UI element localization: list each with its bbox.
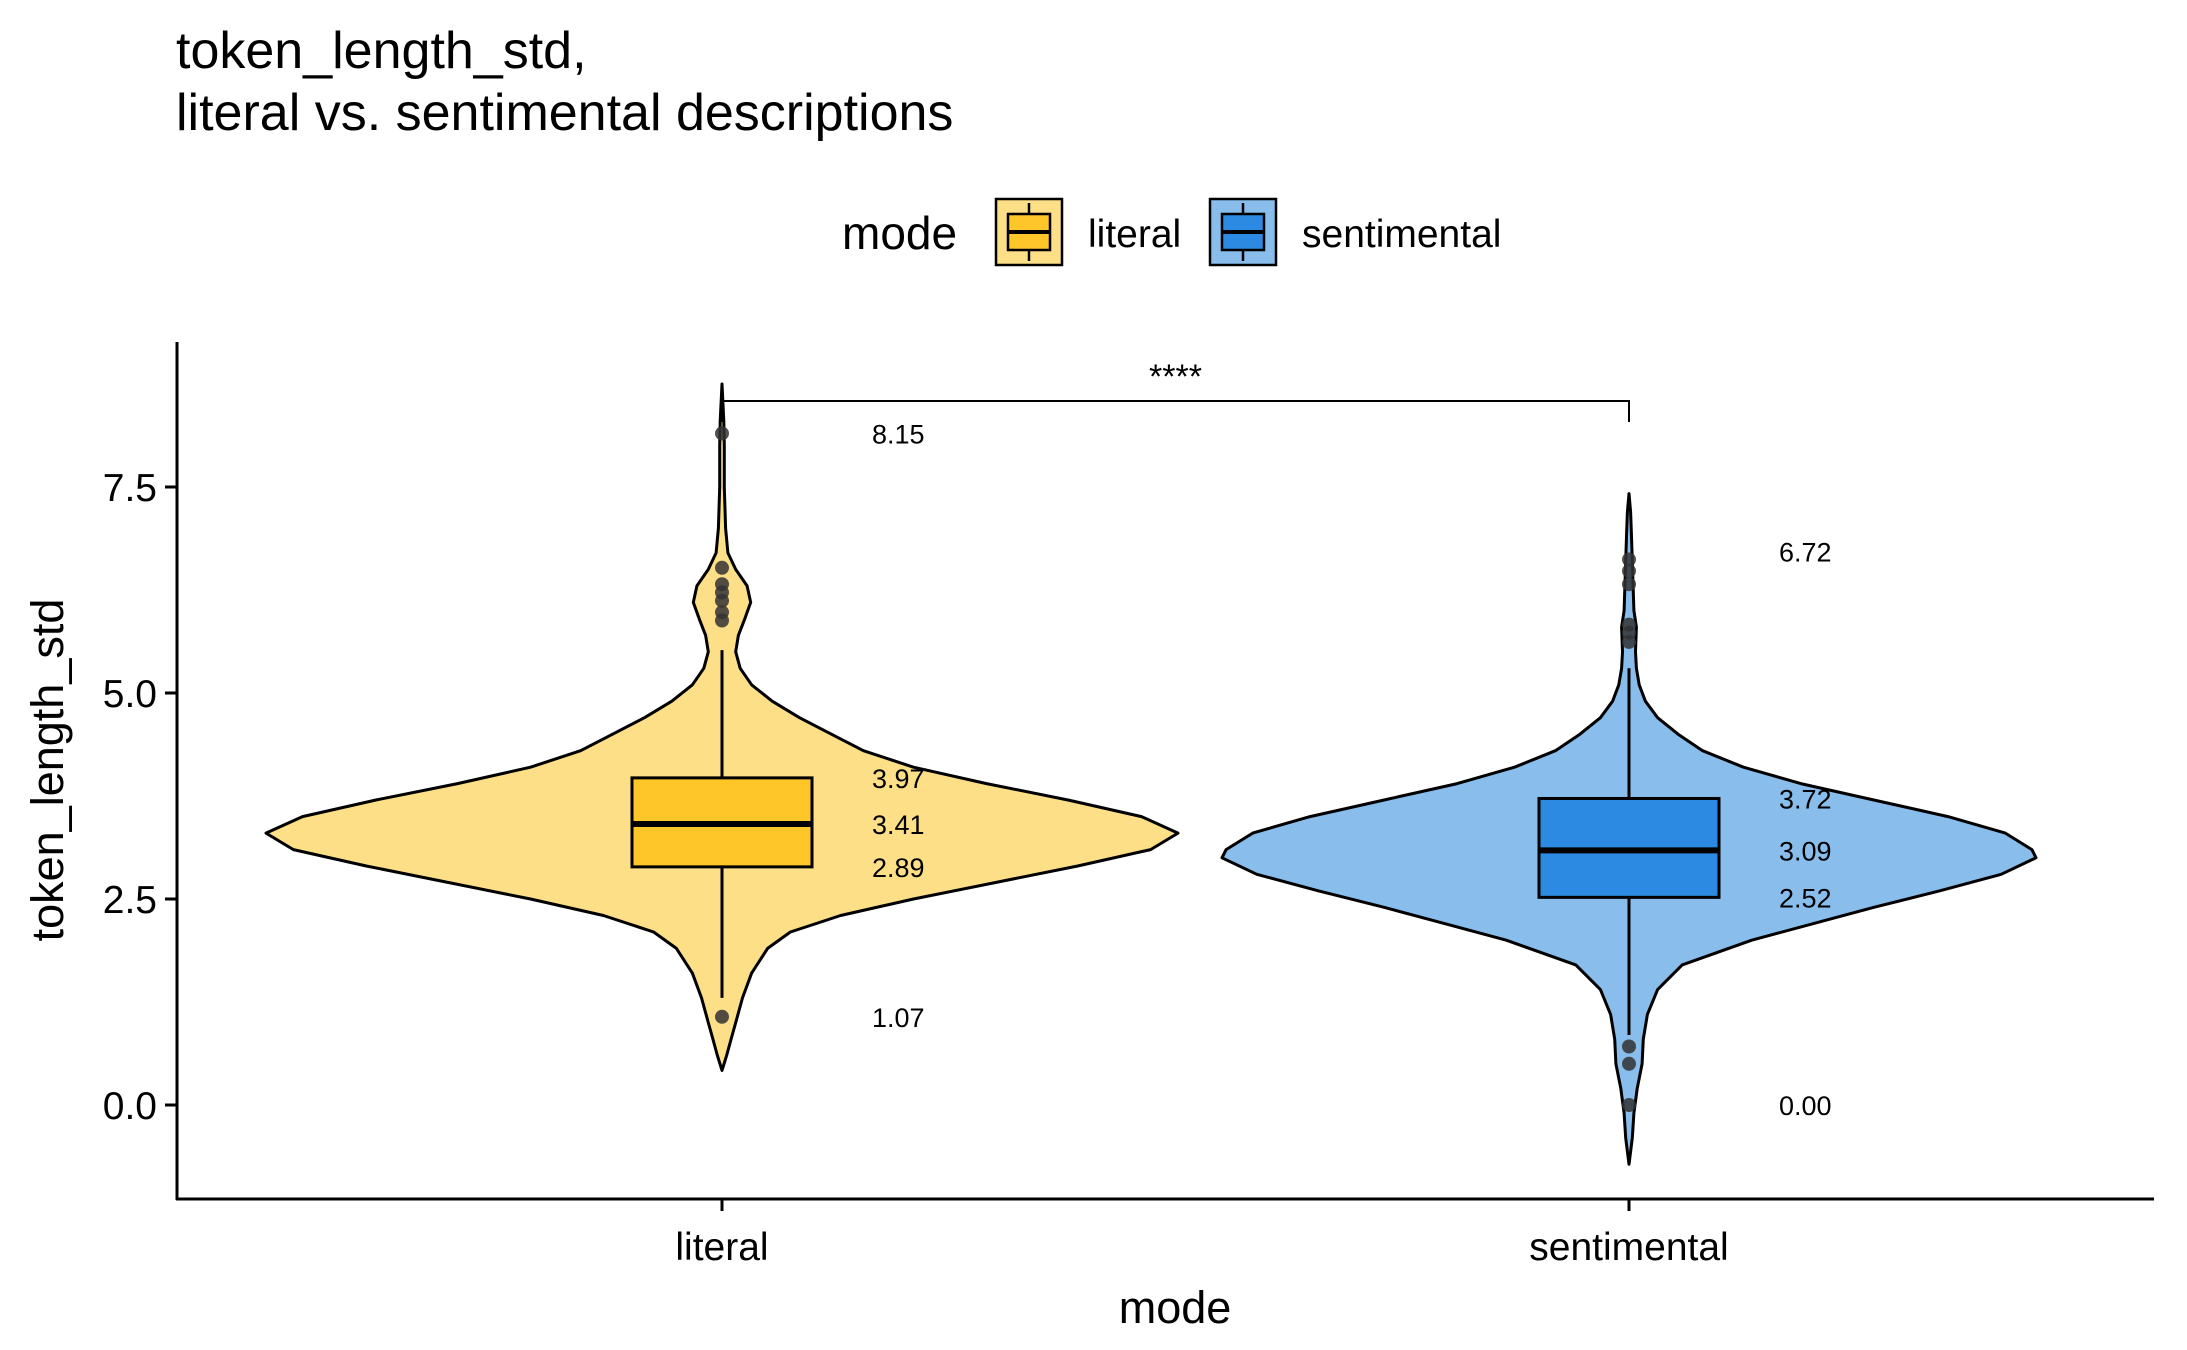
significance-label: **** (1149, 358, 1202, 396)
stat-label-q1-literal: 2.89 (872, 853, 925, 883)
stat-label-q3-sentimental: 3.72 (1779, 785, 1832, 815)
y-tick-label-1: 2.5 (103, 879, 157, 922)
legend-key-literal (994, 197, 1064, 267)
stat-label-q1-sentimental: 2.52 (1779, 883, 1832, 913)
stat-label-max-sentimental: 6.72 (1779, 537, 1832, 567)
legend-label-sentimental: sentimental (1302, 213, 1501, 256)
y-ticks: 0.0 2.5 5.0 7.5 (103, 467, 177, 1128)
x-tick-label-sentimental: sentimental (1529, 1226, 1728, 1269)
stat-label-min-literal: 1.07 (872, 1003, 925, 1033)
outlier-point-literal-0 (715, 426, 729, 441)
legend: mode literal sentimental (842, 197, 1501, 267)
significance-bracket: **** (721, 358, 1630, 422)
boxplots (630, 650, 1721, 1035)
outlier-point-literal-1 (715, 560, 729, 575)
outlier-point-literal-4 (715, 593, 729, 608)
outlier-point-sentimental-7 (1622, 1056, 1636, 1071)
y-tick-label-2: 5.0 (103, 673, 157, 716)
y-tick-label-0: 0.0 (103, 1085, 157, 1128)
significance-line (721, 400, 1630, 422)
outlier-point-sentimental-6 (1622, 1039, 1636, 1054)
x-tick-label-literal: literal (675, 1226, 768, 1269)
stat-label-min-sentimental: 0.00 (1779, 1091, 1832, 1121)
outlier-point-sentimental-0 (1622, 552, 1636, 567)
violins (264, 382, 2038, 1166)
legend-title: mode (842, 207, 957, 259)
outlier-point-sentimental-1 (1622, 564, 1636, 578)
outlier-points (715, 426, 1636, 1112)
x-axis-title: mode (1119, 1282, 1232, 1333)
chart-subtitle: literal vs. sentimental descriptions (176, 84, 953, 142)
legend-label-literal: literal (1088, 213, 1181, 256)
chart-title: token_length_std, (176, 22, 587, 80)
y-axis: 0.0 2.5 5.0 7.5 (103, 342, 179, 1200)
y-tick-label-3: 7.5 (103, 467, 157, 510)
x-axis: literal sentimental (176, 1197, 2154, 1269)
stat-label-median-literal: 3.41 (872, 810, 925, 840)
outlier-point-sentimental-5 (1622, 634, 1636, 649)
stat-labels: 8.15 3.97 3.41 2.89 1.07 6.72 3.72 3.09 2.52 0.00 (872, 419, 1832, 1121)
outlier-point-sentimental-2 (1622, 577, 1636, 592)
stat-label-q3-literal: 3.97 (872, 764, 925, 794)
stat-label-median-sentimental: 3.09 (1779, 836, 1832, 866)
outlier-point-sentimental-8 (1622, 1098, 1636, 1112)
legend-key-sentimental (1208, 197, 1278, 267)
stat-label-max-literal: 8.15 (872, 419, 925, 449)
outlier-point-literal-7 (715, 1009, 729, 1024)
y-axis-title: token_length_std (22, 599, 73, 942)
outlier-point-literal-6 (715, 613, 729, 628)
